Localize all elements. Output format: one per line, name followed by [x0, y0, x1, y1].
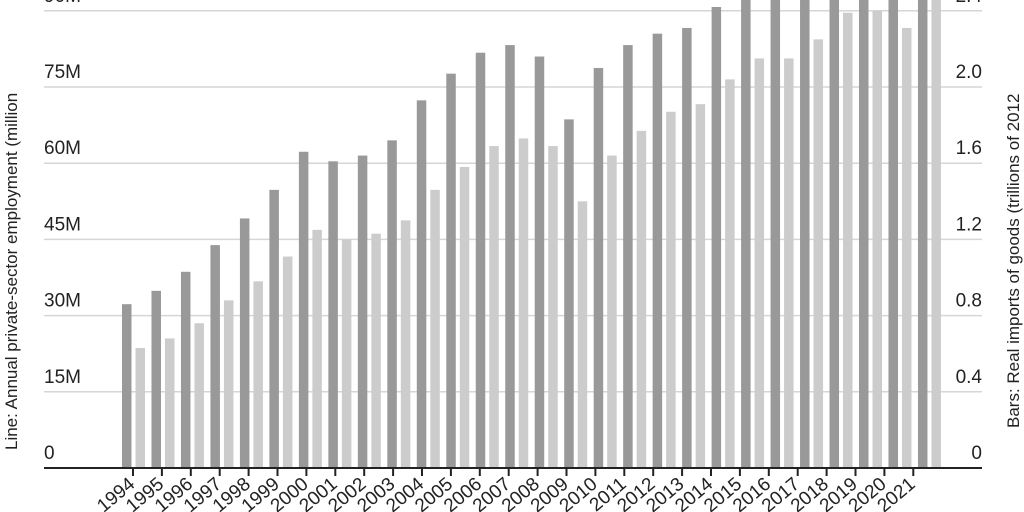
bar-dark [564, 119, 574, 468]
right-tick-label: 2.4 [956, 0, 983, 7]
bar-dark [917, 0, 928, 468]
bar-light [813, 39, 824, 468]
bar-dark [446, 73, 456, 468]
bar-dark [593, 67, 604, 468]
left-tick-label: 45M [44, 214, 81, 235]
bar-dark [770, 0, 781, 468]
bar-dark [800, 0, 810, 468]
bar-light [931, 0, 941, 468]
right-tick-label: 1.6 [956, 138, 982, 159]
bar-dark [239, 218, 250, 468]
bars [122, 0, 941, 469]
right-axis-ticks: 0 0.4 0.8 1.2 1.6 2.0 2.4 [956, 0, 983, 464]
bar-dark [328, 161, 338, 469]
bar-light [784, 58, 794, 469]
bar-light [695, 104, 706, 469]
right-axis-label: Bars: Real imports of goods (trillions o… [1004, 94, 1023, 429]
right-tick-label: 0 [971, 443, 982, 464]
bar-dark [180, 271, 191, 468]
left-tick-label: 15M [44, 367, 81, 388]
bar-light [194, 323, 204, 468]
bar-dark [298, 151, 309, 468]
bar-light [223, 300, 234, 468]
right-tick-label: 2.0 [956, 62, 982, 83]
right-tick-label: 0.8 [956, 291, 982, 312]
bar-dark [829, 0, 840, 468]
bar-light [577, 201, 588, 469]
left-axis-label: Line: Annual private-sector employment (… [2, 93, 21, 450]
bar-light [754, 58, 765, 469]
left-tick-label: 30M [44, 291, 81, 312]
right-tick-label: 1.2 [956, 214, 982, 235]
bar-dark [505, 45, 515, 469]
bar-light [400, 220, 411, 468]
bar-dark [357, 155, 368, 468]
bar-dark [741, 0, 751, 468]
bar-light [164, 338, 175, 468]
bar-dark [210, 245, 220, 468]
bar-light [636, 130, 647, 468]
bar-light [666, 111, 676, 468]
bar-dark [122, 304, 132, 468]
bar-dark [151, 290, 161, 468]
left-tick-label: 75M [44, 62, 81, 83]
bar-dark [416, 100, 427, 469]
bar-light [725, 79, 735, 468]
left-tick-label: 0 [44, 443, 55, 464]
bar-light [489, 146, 499, 468]
bar-light [135, 347, 145, 468]
bar-dark [711, 6, 722, 469]
left-tick-label: 90M [44, 0, 81, 7]
bar-dark [475, 52, 486, 469]
bar-dark [623, 45, 633, 469]
bar-light [459, 167, 470, 468]
bar-dark [888, 0, 898, 468]
x-axis-ticks: 1994199519961997199819992000200120022003… [93, 468, 920, 512]
bar-light [548, 146, 558, 468]
left-axis-ticks: 0 15M 30M 45M 60M 75M 90M [44, 0, 81, 464]
bar-light [901, 27, 912, 468]
bar-light [282, 256, 293, 468]
bar-light [518, 138, 529, 468]
bar-light [371, 233, 381, 468]
bar-dark [859, 0, 869, 468]
bar-light [312, 229, 322, 468]
bar-light [872, 10, 882, 469]
left-tick-label: 60M [44, 138, 81, 159]
bar-dark [387, 140, 397, 468]
bar-dark [652, 33, 663, 468]
bar-light [843, 12, 853, 469]
bar-light [430, 189, 440, 468]
bar-dark [534, 56, 545, 469]
bar-light [253, 281, 263, 468]
bar-dark [269, 189, 279, 468]
bar-light [341, 239, 352, 468]
bar-dark [682, 27, 692, 468]
right-tick-label: 0.4 [956, 367, 983, 388]
bar-light [607, 155, 617, 468]
